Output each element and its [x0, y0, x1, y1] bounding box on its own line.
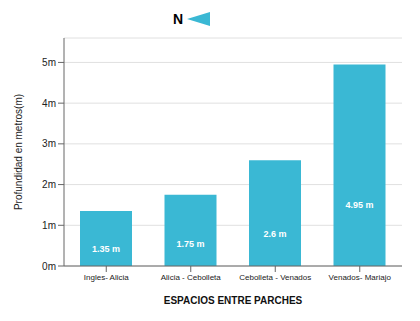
svg-text:3m: 3m — [42, 138, 56, 149]
svg-text:2.6 m: 2.6 m — [263, 229, 286, 239]
svg-text:Profundidad en metros(m): Profundidad en metros(m) — [13, 94, 24, 210]
svg-text:5m: 5m — [42, 57, 56, 68]
svg-text:2m: 2m — [42, 179, 56, 190]
svg-text:Ingles- Alicia: Ingles- Alicia — [84, 273, 129, 282]
svg-text:0m: 0m — [42, 261, 56, 272]
svg-text:4m: 4m — [42, 98, 56, 109]
svg-text:1.35 m: 1.35 m — [92, 244, 120, 254]
svg-text:Cebolleta - Venados: Cebolleta - Venados — [239, 273, 311, 282]
html-text:N: N — [173, 11, 184, 27]
svg-text:Alicia - Cebolleta: Alicia - Cebolleta — [161, 273, 222, 282]
svg-text:4.95 m: 4.95 m — [345, 200, 373, 210]
svg-text:ESPACIOS ENTRE PARCHES: ESPACIOS ENTRE PARCHES — [164, 295, 303, 306]
svg-text:1m: 1m — [42, 220, 56, 231]
svg-text:1.75 m: 1.75 m — [176, 239, 204, 249]
svg-text:Venados- Mariajo: Venados- Mariajo — [329, 273, 392, 282]
